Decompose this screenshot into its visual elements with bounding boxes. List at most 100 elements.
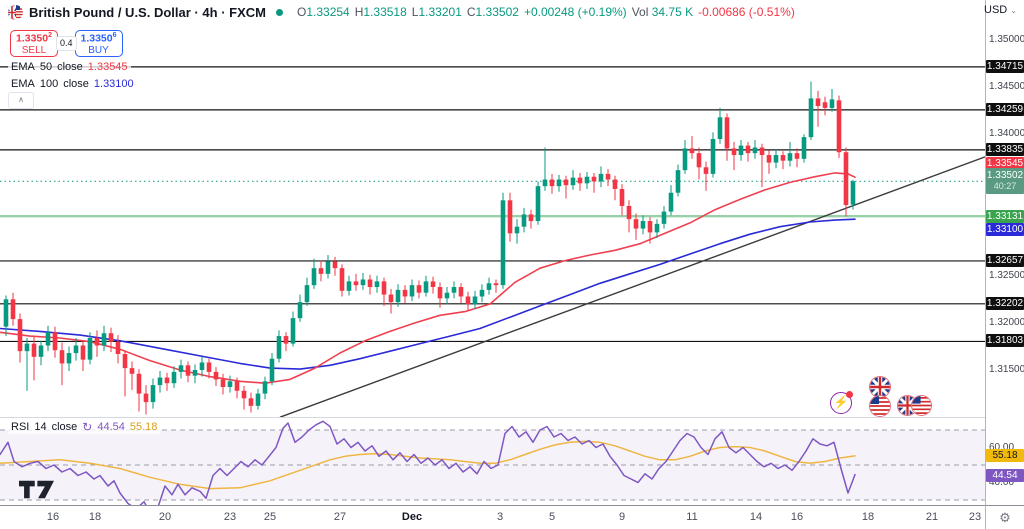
candle[interactable] — [738, 145, 744, 156]
candle[interactable] — [773, 155, 779, 163]
candle[interactable] — [556, 179, 562, 187]
candle[interactable] — [206, 362, 212, 372]
candle[interactable] — [829, 99, 835, 108]
legend-rsi[interactable]: RSI 14 close ↻ 44.54 55.18 — [8, 420, 161, 434]
candle[interactable] — [297, 302, 303, 319]
candle[interactable] — [136, 373, 142, 394]
candle[interactable] — [703, 167, 709, 174]
rsi-pane[interactable] — [0, 418, 985, 505]
candle[interactable] — [430, 281, 436, 288]
candle[interactable] — [241, 390, 247, 399]
candle[interactable] — [612, 179, 618, 189]
candle[interactable] — [94, 337, 100, 346]
candle[interactable] — [388, 294, 394, 303]
candle[interactable] — [479, 289, 485, 297]
candle[interactable] — [283, 336, 289, 344]
candle[interactable] — [591, 176, 597, 182]
candle[interactable] — [787, 153, 793, 161]
candle[interactable] — [605, 173, 611, 180]
candle[interactable] — [402, 289, 408, 297]
ema100-line[interactable] — [0, 218, 856, 370]
rsi-refresh-icon[interactable]: ↻ — [82, 420, 93, 434]
rsi-ma-line[interactable] — [0, 440, 856, 490]
gear-icon[interactable]: ⚙ — [999, 509, 1011, 525]
candle[interactable] — [521, 214, 527, 227]
candle[interactable] — [122, 353, 128, 369]
candle[interactable] — [444, 292, 450, 299]
candle[interactable] — [73, 345, 79, 354]
candle[interactable] — [472, 296, 478, 305]
candle[interactable] — [626, 205, 632, 220]
candle[interactable] — [836, 100, 842, 153]
candle[interactable] — [437, 287, 443, 299]
legend-ema100[interactable]: EMA 100 close 1.33100 — [8, 78, 137, 90]
candle[interactable] — [598, 173, 604, 182]
candle[interactable] — [234, 381, 240, 391]
candle[interactable] — [696, 153, 702, 168]
candle[interactable] — [318, 268, 324, 274]
candle[interactable] — [129, 368, 135, 374]
candle[interactable] — [115, 341, 121, 354]
candle[interactable] — [52, 332, 58, 351]
candle[interactable] — [563, 179, 569, 186]
candle[interactable] — [290, 318, 296, 344]
candle[interactable] — [584, 176, 590, 184]
candle[interactable] — [801, 137, 807, 159]
candle[interactable] — [647, 221, 653, 233]
candle[interactable] — [269, 358, 275, 382]
trendline-drawing[interactable] — [279, 156, 985, 418]
candle[interactable] — [143, 393, 149, 403]
candle[interactable] — [528, 214, 534, 222]
candle[interactable] — [731, 148, 737, 156]
candle[interactable] — [17, 319, 23, 352]
candle[interactable] — [682, 148, 688, 171]
candle[interactable] — [724, 117, 730, 149]
candle[interactable] — [500, 200, 506, 286]
candle[interactable] — [31, 343, 37, 357]
candle[interactable] — [367, 279, 373, 288]
candle[interactable] — [843, 152, 849, 206]
buy-button[interactable]: 1.33506 BUY — [74, 30, 123, 57]
candle[interactable] — [101, 333, 107, 346]
candle[interactable] — [108, 333, 114, 342]
candle[interactable] — [759, 147, 765, 156]
axis-settings-corner[interactable]: ⚙ — [986, 506, 1024, 529]
candle[interactable] — [157, 377, 163, 386]
candle[interactable] — [311, 268, 317, 286]
candle[interactable] — [717, 117, 723, 140]
candle[interactable] — [80, 345, 86, 360]
candle[interactable] — [514, 226, 520, 234]
pane-separator[interactable] — [0, 417, 985, 418]
candle[interactable] — [374, 281, 380, 288]
candle[interactable] — [507, 200, 513, 234]
candle[interactable] — [689, 148, 695, 154]
candle[interactable] — [339, 268, 345, 291]
candle[interactable] — [675, 170, 681, 193]
candle[interactable] — [45, 332, 51, 346]
tradingview-logo[interactable] — [18, 479, 76, 505]
currency-dropdown[interactable]: USD ⌄ — [984, 4, 1017, 16]
candle[interactable] — [850, 181, 856, 205]
candle[interactable] — [220, 379, 226, 387]
candle[interactable] — [654, 223, 660, 233]
candle[interactable] — [304, 285, 310, 303]
candle[interactable] — [710, 139, 716, 174]
candle[interactable] — [171, 371, 177, 384]
candle[interactable] — [458, 287, 464, 297]
candle[interactable] — [248, 398, 254, 406]
candle[interactable] — [633, 219, 639, 229]
candle[interactable] — [619, 188, 625, 206]
candle[interactable] — [3, 299, 9, 327]
candle[interactable] — [549, 179, 555, 187]
candle[interactable] — [213, 371, 219, 380]
candle[interactable] — [353, 281, 359, 286]
candle[interactable] — [192, 370, 198, 376]
candle[interactable] — [262, 381, 268, 394]
candle[interactable] — [381, 281, 387, 295]
candle[interactable] — [766, 155, 772, 163]
candle[interactable] — [360, 279, 366, 286]
candle[interactable] — [87, 337, 93, 360]
candle[interactable] — [164, 377, 170, 384]
candle[interactable] — [465, 296, 471, 305]
legend-collapse-button[interactable]: ∧ — [8, 92, 34, 109]
